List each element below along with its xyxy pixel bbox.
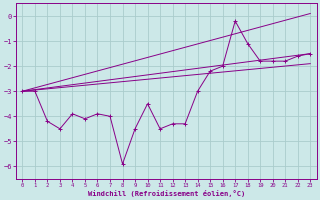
X-axis label: Windchill (Refroidissement éolien,°C): Windchill (Refroidissement éolien,°C) bbox=[88, 190, 245, 197]
